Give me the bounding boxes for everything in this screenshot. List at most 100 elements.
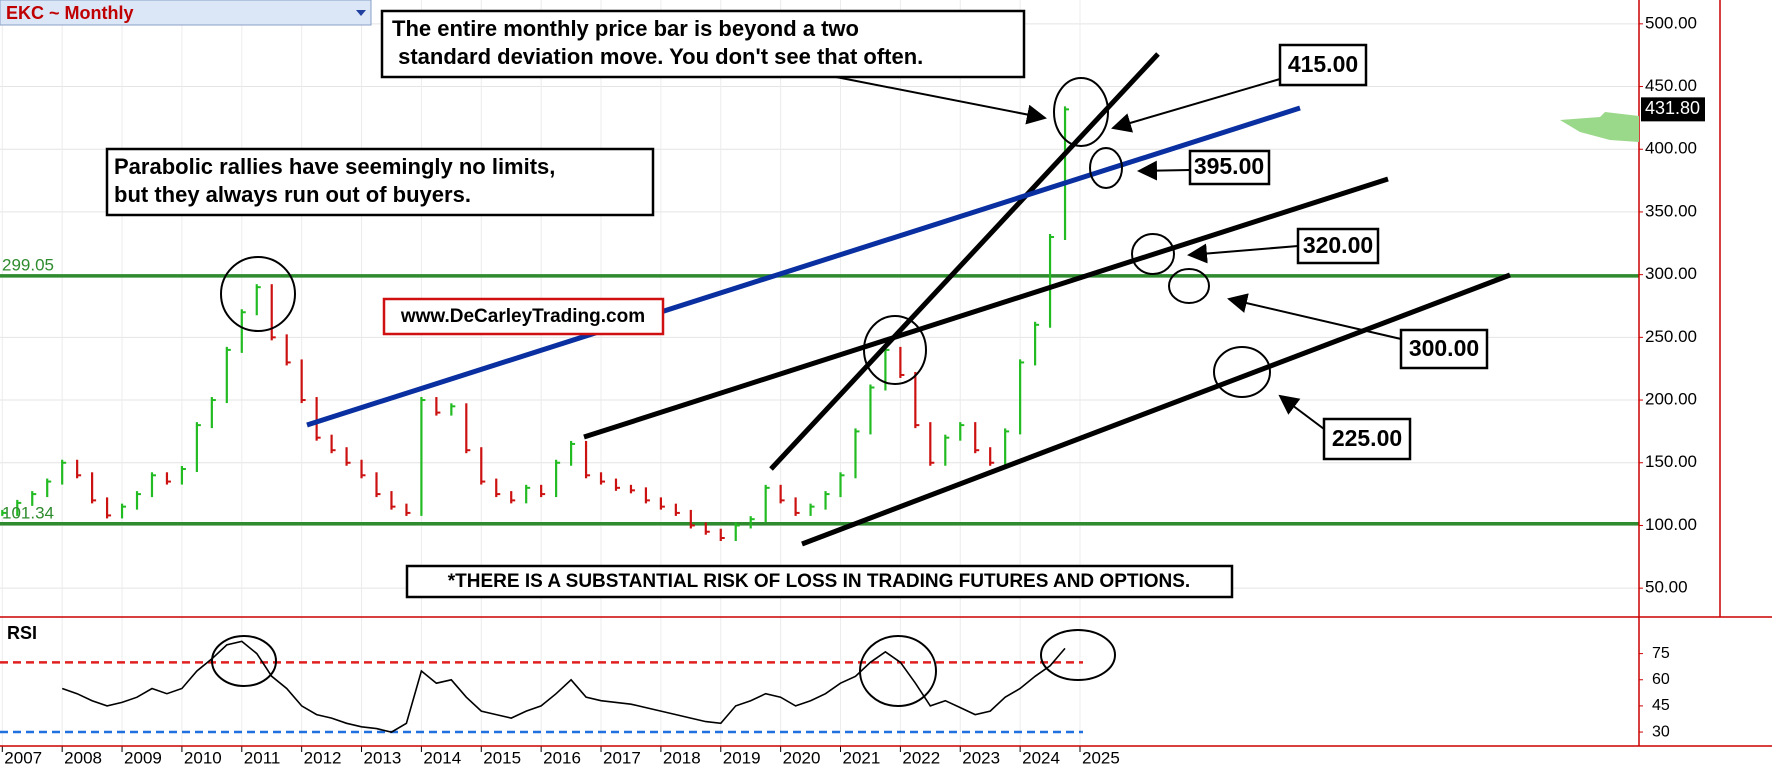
- trendline: [769, 52, 1160, 471]
- x-tick-label: 2015: [483, 748, 521, 767]
- price-bar: [360, 459, 366, 479]
- arrow: [1278, 394, 1325, 430]
- x-tick-label: 2022: [902, 748, 940, 767]
- price-bar: [1, 509, 7, 516]
- y-tick-label: 60: [1652, 671, 1670, 688]
- price-bar: [614, 478, 620, 491]
- x-tick-label: 2020: [783, 748, 821, 767]
- note-text: standard deviation move. You don't see t…: [392, 44, 923, 69]
- level-label: 415.00: [1288, 51, 1358, 77]
- price-bar: [525, 484, 531, 504]
- y-tick-label: 30: [1652, 723, 1670, 740]
- x-tick-label: 2010: [184, 748, 222, 767]
- h-line-label: 299.05: [2, 255, 54, 274]
- y-tick-label: 150.00: [1645, 452, 1697, 471]
- arrow: [835, 76, 1047, 125]
- arrow: [1227, 293, 1402, 340]
- circle: [1168, 268, 1210, 304]
- arrow: [1187, 243, 1299, 264]
- price-bar: [749, 516, 755, 529]
- price-bar: [854, 428, 860, 479]
- x-tick-label: 2017: [603, 748, 641, 767]
- price-bar: [91, 472, 97, 504]
- price-bar: [76, 459, 82, 479]
- y-tick-label: 500.00: [1645, 13, 1697, 32]
- price-bar: [899, 346, 905, 378]
- price-bar: [16, 499, 22, 516]
- price-bar: [734, 522, 740, 541]
- website: www.DeCarleyTrading.com: [400, 306, 645, 327]
- website-box: [382, 297, 665, 336]
- note-box: [380, 9, 1026, 79]
- x-tick-label: 2011: [244, 748, 281, 767]
- rsi-title: RSI: [7, 623, 37, 643]
- x-tick-label: 2019: [723, 748, 761, 767]
- volume-profile: [1560, 112, 1639, 142]
- price-bar: [779, 484, 785, 504]
- price-bar: [450, 403, 456, 416]
- rsi-line: [61, 640, 1066, 733]
- price-bar: [510, 491, 516, 504]
- price-bar: [1048, 234, 1055, 328]
- y-tick-label: 75: [1652, 645, 1670, 662]
- price-bar: [240, 309, 246, 353]
- price-bar: [689, 509, 695, 529]
- price-bar: [270, 284, 276, 341]
- x-tick-label: 2013: [364, 748, 402, 767]
- x-tick-label: 2009: [124, 748, 162, 767]
- x-tick-label: 2007: [4, 748, 42, 767]
- title-box: [0, 0, 372, 26]
- y-tick-label: 100.00: [1645, 515, 1697, 534]
- price-bar: [120, 503, 127, 519]
- note-box: [105, 147, 655, 217]
- arrow: [1137, 160, 1191, 181]
- price-bar: [105, 497, 112, 519]
- x-tick-label: 2012: [304, 748, 342, 767]
- y-tick-label: 250.00: [1645, 327, 1697, 346]
- price-bar: [809, 503, 815, 516]
- y-tick-label: 450.00: [1645, 76, 1697, 95]
- price-bar: [165, 472, 171, 485]
- price-bar: [46, 478, 52, 498]
- level-box: [1399, 328, 1489, 370]
- trendline: [583, 176, 1389, 440]
- circle: [1040, 629, 1116, 681]
- price-bar: [944, 434, 950, 466]
- circle: [1131, 233, 1175, 275]
- price-bar: [315, 397, 321, 441]
- price-bar: [824, 491, 830, 510]
- price-bar: [584, 440, 591, 479]
- price-bar: [135, 491, 142, 510]
- x-tick-label: 2024: [1022, 748, 1060, 767]
- price-bar: [989, 447, 995, 466]
- x-tick-label: 2023: [962, 748, 1000, 767]
- price-bar: [540, 484, 546, 498]
- y-tick-label: 400.00: [1645, 139, 1697, 158]
- price-bar: [210, 397, 216, 429]
- h-line-label: 101.34: [2, 503, 54, 522]
- level-box: [1322, 417, 1412, 461]
- price-bar: [405, 503, 411, 516]
- price-bar: [929, 422, 935, 466]
- price-bar: [719, 528, 725, 541]
- price-bar: [225, 346, 231, 404]
- price-bar: [1033, 321, 1040, 366]
- price-bar: [375, 472, 381, 498]
- price-bar: [180, 466, 186, 485]
- price-bar: [495, 478, 501, 498]
- price-bar: [31, 491, 37, 506]
- note-text: The entire monthly price bar is beyond a…: [392, 16, 859, 41]
- chart-title: EKC ~ Monthly: [6, 3, 134, 23]
- level-label: 395.00: [1194, 153, 1264, 179]
- price-bar: [974, 422, 980, 454]
- price-bar: [330, 434, 336, 454]
- price-bar: [480, 447, 486, 485]
- price-bar: [1004, 428, 1010, 466]
- last-price-label: 431.80: [1645, 98, 1700, 118]
- price-bar: [659, 497, 665, 510]
- dropdown[interactable]: [356, 10, 366, 16]
- price-bar: [794, 497, 800, 516]
- y-tick-label: 45: [1652, 697, 1670, 714]
- arrow: [1111, 78, 1281, 133]
